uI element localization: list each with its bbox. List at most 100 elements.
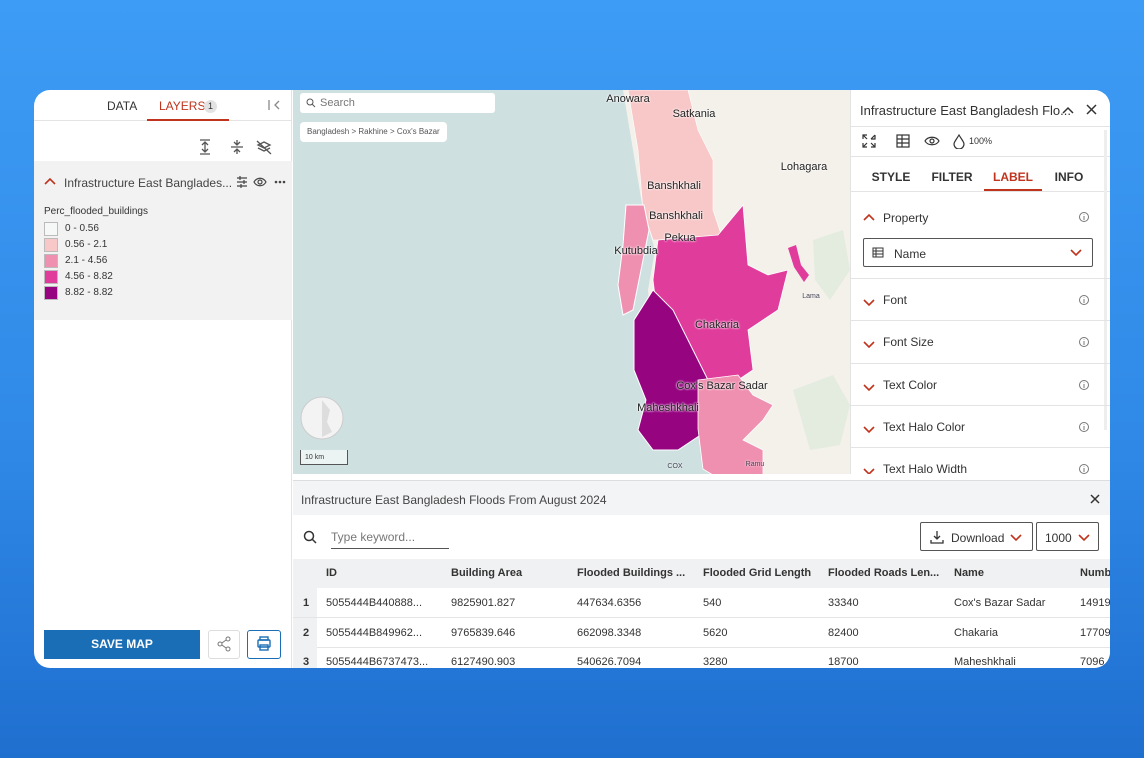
tab[interactable]: STYLE <box>871 170 911 184</box>
legend-swatch <box>44 286 58 300</box>
info-icon[interactable] <box>1078 335 1090 348</box>
info-icon[interactable] <box>1078 211 1090 223</box>
divider <box>851 191 1110 192</box>
select-value: 1000 <box>1045 531 1072 545</box>
place-label: Ramu <box>745 461 765 468</box>
table-cell: 9825901.827 <box>451 597 516 609</box>
page-size-select[interactable]: 1000 <box>1036 522 1099 551</box>
table-cell: 3280 <box>703 656 728 668</box>
place-label: Pekua <box>664 232 696 244</box>
divider <box>851 362 1110 364</box>
expand-icon[interactable] <box>863 380 875 391</box>
section-label[interactable]: Text Halo Color <box>883 419 966 434</box>
save-map-button[interactable]: SAVE MAP <box>44 630 200 659</box>
table-cell: 540 <box>703 597 722 609</box>
column-header[interactable]: ID <box>326 567 337 579</box>
expand-icon[interactable] <box>863 212 875 222</box>
download-icon <box>930 531 944 544</box>
layer-name: Infrastructure East Banglades... <box>64 176 233 190</box>
row-divider <box>293 646 1110 648</box>
divider <box>851 404 1110 406</box>
tab[interactable]: INFO <box>1054 170 1084 184</box>
info-icon[interactable] <box>1078 420 1090 432</box>
table-cell: 33340 <box>828 597 859 609</box>
table-cell: 6127490.903 <box>451 656 516 668</box>
row-index: 1 <box>303 597 310 609</box>
chevron <box>1078 534 1090 542</box>
legend-label: 0 - 0.56 <box>65 223 99 234</box>
place-label: Maheshkhali <box>637 402 699 414</box>
legend-label: 0.56 - 2.1 <box>65 239 108 250</box>
info-icon[interactable] <box>1078 378 1090 390</box>
place-label: Satkania <box>672 108 716 120</box>
share-button[interactable] <box>208 630 240 659</box>
section-label[interactable]: Text Color <box>883 377 938 392</box>
info-icon[interactable] <box>1078 293 1090 305</box>
place-label: Banshkhali <box>649 210 703 222</box>
legend-swatch <box>44 222 58 236</box>
table-cell: 5620 <box>703 626 728 639</box>
tab-underline <box>147 119 229 121</box>
legend-title: Perc_flooded_buildings <box>44 206 148 217</box>
legend-swatch <box>44 254 58 268</box>
table-cell: 18700 <box>828 656 859 668</box>
keyword-input[interactable]: Type keyword... <box>331 528 449 549</box>
column-header[interactable]: Name <box>954 567 984 579</box>
tab[interactable]: DATA <box>107 99 138 113</box>
expand-icon[interactable] <box>863 337 875 349</box>
table-cell: 5055444B849962... <box>326 626 423 639</box>
expand-icon[interactable] <box>863 295 875 307</box>
map[interactable]: Search Bangladesh > Rakhine > Cox's Baza… <box>293 90 850 474</box>
table-cell: 9765839.646 <box>451 626 516 639</box>
expand-icon[interactable] <box>863 422 875 434</box>
row-index: 3 <box>303 656 310 668</box>
property-select[interactable]: Name <box>863 238 1093 267</box>
print-button[interactable] <box>247 630 281 659</box>
column-header[interactable]: Building Area <box>451 567 523 579</box>
section-label[interactable]: Font Size <box>883 335 934 350</box>
close-icon[interactable] <box>1090 494 1100 504</box>
chevron <box>1010 534 1022 542</box>
tab[interactable]: LABEL <box>993 170 1033 184</box>
column-header[interactable]: Flooded Buildings ... <box>577 567 686 579</box>
toolbar-icons <box>200 139 272 155</box>
layer-panel: Infrastructure East Bangladesh Flo... 10… <box>850 90 1110 474</box>
row-index-cell <box>293 647 317 668</box>
search-box[interactable]: Search <box>300 93 495 113</box>
column-header[interactable]: Flooded Roads Len... <box>828 567 940 579</box>
column-header[interactable]: Flooded Grid Length <box>703 567 812 579</box>
legend-label: 4.56 - 8.82 <box>65 271 113 282</box>
place-label: COX <box>667 463 683 470</box>
table-title: Infrastructure East Bangladesh Floods Fr… <box>301 493 607 507</box>
expand-icon[interactable] <box>863 464 875 474</box>
panel-controls[interactable] <box>1061 103 1101 117</box>
scrollbar <box>1104 130 1107 430</box>
row-index: 2 <box>303 626 310 639</box>
download-button[interactable]: Download <box>920 522 1033 551</box>
layer-card <box>34 161 292 320</box>
column-header[interactable]: Numb <box>1080 567 1110 579</box>
opacity-value: 100% <box>969 136 993 146</box>
section-label[interactable]: Text Halo Width <box>883 462 968 474</box>
place-label: Lama <box>802 293 820 300</box>
section-label[interactable]: Font <box>883 293 908 307</box>
place-label: Banshkhali <box>637 90 691 92</box>
table-icon <box>872 247 884 258</box>
collapse-icon[interactable] <box>266 97 282 113</box>
tab[interactable]: FILTER <box>931 170 973 184</box>
table-cell: 14919 <box>1080 597 1110 609</box>
button-label: Download <box>951 531 1005 545</box>
info-icon[interactable] <box>1078 462 1090 474</box>
app-window: DATA LAYERS 1 Infrastructure East Banglades… <box>34 90 1110 668</box>
table-cell: 17709 <box>1080 626 1110 639</box>
place-label: Chakaria <box>694 319 740 331</box>
select-value: Name <box>894 247 927 261</box>
table-cell: Maheshkhali <box>954 656 1016 668</box>
count-badge: 1 <box>204 100 217 113</box>
expand-icon[interactable] <box>44 176 56 186</box>
table-cell: 540626.7094 <box>577 656 642 668</box>
tab[interactable]: LAYERS <box>159 99 206 113</box>
minimap[interactable] <box>300 396 344 440</box>
divider <box>851 447 1110 449</box>
